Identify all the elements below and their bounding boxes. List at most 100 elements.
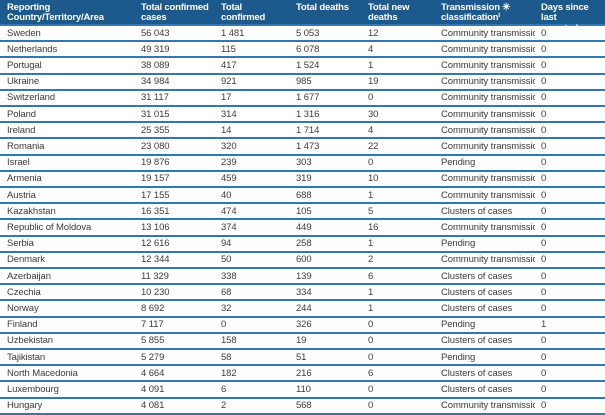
value-cell: 31 117 bbox=[141, 92, 169, 104]
value-cell: 6 bbox=[368, 270, 374, 282]
value-cell: 0 bbox=[541, 286, 547, 298]
value-cell: 0 bbox=[541, 238, 547, 250]
country-cell: Czechia bbox=[7, 286, 41, 298]
value-cell: 12 616 bbox=[141, 238, 170, 250]
value-cell: 0 bbox=[541, 400, 547, 412]
country-cell: Norway bbox=[7, 303, 39, 315]
value-cell: 34 984 bbox=[141, 76, 170, 88]
value-cell: 12 bbox=[368, 27, 379, 39]
header-cell-3: Total deaths bbox=[296, 1, 349, 13]
value-cell: Community transmission bbox=[441, 173, 535, 185]
value-cell: 1 bbox=[368, 189, 374, 201]
value-cell: Clusters of cases bbox=[441, 303, 513, 315]
value-cell: 4 bbox=[368, 43, 374, 55]
table-row: Ukraine 34 984 921 985 19 Community transmiss… bbox=[0, 74, 605, 91]
value-cell: 7 117 bbox=[141, 319, 164, 331]
value-cell: 4 091 bbox=[141, 384, 165, 396]
value-cell: 16 351 bbox=[141, 205, 170, 217]
header-cell-4: Total new deaths bbox=[368, 1, 410, 24]
value-cell: 334 bbox=[296, 286, 312, 298]
value-cell: Clusters of cases bbox=[441, 367, 513, 379]
value-cell: 30 bbox=[368, 108, 379, 120]
header-cell-1: Total confirmed cases bbox=[141, 1, 209, 24]
value-cell: 239 bbox=[221, 157, 237, 169]
value-cell: Pending bbox=[441, 351, 476, 363]
value-cell: 0 bbox=[541, 173, 547, 185]
table-row: Republic of Moldova 13 106 374 449 16 Communi… bbox=[0, 220, 605, 237]
table-row: Tajikistan 5 279 58 51 0 Pending 0 bbox=[0, 350, 605, 367]
table-row: Poland 31 015 314 1 316 30 Community transmis… bbox=[0, 107, 605, 124]
table-row: Portugal 38 089 417 1 524 1 Community transmi… bbox=[0, 58, 605, 75]
value-cell: 4 bbox=[368, 124, 374, 136]
value-cell: 0 bbox=[541, 270, 547, 282]
country-cell: Finland bbox=[7, 319, 38, 331]
country-cell: Netherlands bbox=[7, 43, 58, 55]
value-cell: Community transmission bbox=[441, 189, 535, 201]
value-cell: 0 bbox=[541, 76, 547, 88]
table-row: Hungary 4 081 2 568 0 Community transmission 0 bbox=[0, 398, 605, 415]
country-cell: Hungary bbox=[7, 400, 43, 412]
value-cell: 110 bbox=[296, 384, 311, 396]
value-cell: Community transmission bbox=[441, 43, 535, 55]
value-cell: 0 bbox=[541, 27, 547, 39]
country-cell: Republic of Moldova bbox=[7, 222, 92, 234]
value-cell: 40 bbox=[221, 189, 232, 201]
value-cell: 19 bbox=[368, 76, 379, 88]
country-cell: Kazakhstan bbox=[7, 205, 56, 217]
value-cell: 10 230 bbox=[141, 286, 170, 298]
value-cell: Clusters of cases bbox=[441, 270, 513, 282]
value-cell: 0 bbox=[368, 92, 374, 104]
value-cell: 50 bbox=[221, 254, 232, 266]
country-cell: Luxembourg bbox=[7, 384, 59, 396]
header-cell-0: Reporting Country/Territory/Area bbox=[7, 1, 104, 24]
value-cell: 568 bbox=[296, 400, 312, 412]
country-cell: Switzerland bbox=[7, 92, 56, 104]
value-cell: 14 bbox=[221, 124, 232, 136]
table-header-row: Reporting Country/Territory/Area Total co… bbox=[0, 0, 605, 34]
value-cell: 0 bbox=[221, 319, 227, 331]
value-cell: 320 bbox=[221, 141, 237, 153]
value-cell: 244 bbox=[296, 303, 312, 315]
value-cell: 1 316 bbox=[296, 108, 320, 120]
value-cell: 449 bbox=[296, 222, 312, 234]
value-cell: 139 bbox=[296, 270, 312, 282]
header-cell-5: Transmission ✳ classificationⁱ bbox=[441, 1, 511, 24]
country-cell: Romania bbox=[7, 141, 45, 153]
table-row: Netherlands 49 319 115 6 078 4 Community tran… bbox=[0, 42, 605, 59]
value-cell: 32 bbox=[221, 303, 232, 315]
value-cell: 17 bbox=[221, 92, 232, 104]
value-cell: 51 bbox=[296, 351, 307, 363]
value-cell: 8 692 bbox=[141, 303, 165, 315]
value-cell: 1 473 bbox=[296, 141, 320, 153]
value-cell: 1 bbox=[368, 286, 374, 298]
table-row: Uzbekistan 5 855 158 19 0 Clusters of cases 0 bbox=[0, 333, 605, 351]
value-cell: 94 bbox=[221, 238, 232, 250]
value-cell: 5 855 bbox=[141, 335, 165, 347]
value-cell: Community transmission bbox=[441, 254, 535, 266]
country-cell: Portugal bbox=[7, 60, 42, 71]
table-row: Israel 19 876 239 303 0 Pending 0 bbox=[0, 155, 605, 172]
value-cell: 459 bbox=[221, 173, 237, 185]
table-row: Ireland 25 355 14 1 714 4 Community transmiss… bbox=[0, 123, 605, 140]
value-cell: Clusters of cases bbox=[441, 286, 513, 298]
value-cell: 1 481 bbox=[221, 27, 245, 39]
value-cell: Community transmission bbox=[441, 124, 535, 136]
value-cell: Community transmission bbox=[441, 400, 535, 412]
country-cell: Sweden bbox=[7, 27, 41, 39]
table-row: Austria 17 155 40 688 1 Community transmissio… bbox=[0, 188, 605, 205]
table-row: Kazakhstan 16 351 474 105 5 Clusters of cases… bbox=[0, 204, 605, 221]
value-cell: 2 bbox=[221, 400, 227, 412]
value-cell: Clusters of cases bbox=[441, 335, 513, 347]
value-cell: 19 bbox=[296, 335, 307, 347]
value-cell: 0 bbox=[541, 43, 547, 55]
table-row: Azerbaijan 11 329 338 139 6 Clusters of cases… bbox=[0, 269, 605, 286]
value-cell: 19 157 bbox=[141, 173, 170, 185]
country-cell: Poland bbox=[7, 108, 36, 120]
value-cell: 374 bbox=[221, 222, 237, 234]
country-cell: Serbia bbox=[7, 238, 34, 250]
value-cell: 319 bbox=[296, 173, 312, 185]
value-cell: 314 bbox=[221, 108, 237, 120]
table-row: North Macedonia 4 664 182 216 6 Clusters of c… bbox=[0, 366, 605, 383]
country-cell: Armenia bbox=[7, 173, 42, 185]
